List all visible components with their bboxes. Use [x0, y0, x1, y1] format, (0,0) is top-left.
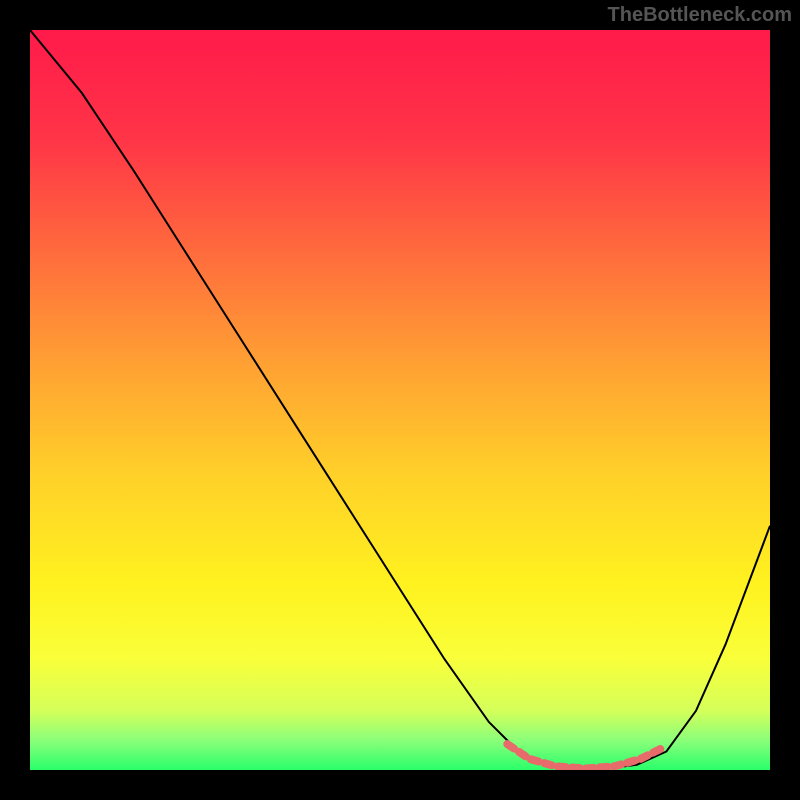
watermark-text: TheBottleneck.com	[608, 4, 792, 27]
bottleneck-curve	[30, 30, 770, 770]
curve-line	[30, 30, 770, 769]
highlight-segment	[507, 744, 662, 768]
plot-area	[30, 30, 770, 770]
